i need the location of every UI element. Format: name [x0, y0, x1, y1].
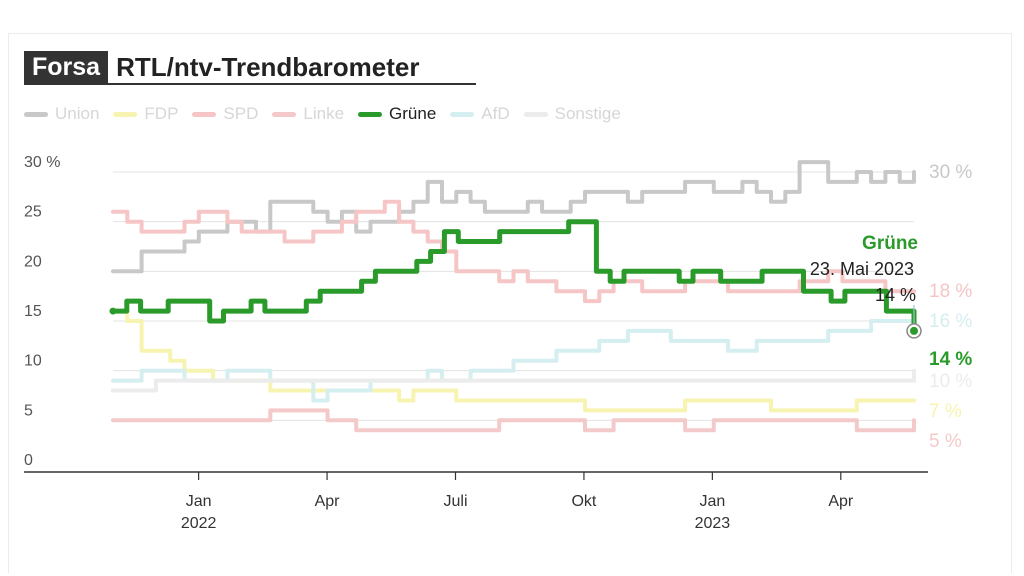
legend-item-spd[interactable]: SPD — [192, 104, 258, 124]
x-year-label: 2023 — [695, 515, 731, 532]
series-line-fdp — [111, 309, 916, 413]
focus-series-name: Grüne — [862, 233, 918, 254]
focus-marker-dot — [910, 326, 918, 335]
brand-label: Forsa — [24, 51, 109, 83]
end-value-label: 10 % — [929, 371, 972, 392]
legend-swatch — [272, 111, 297, 117]
end-value-label: 16 % — [929, 311, 972, 332]
legend-label: SPD — [223, 104, 259, 123]
legend-item-union[interactable]: Union — [24, 104, 99, 124]
focus-value: 14 % — [875, 285, 916, 305]
series-line-grne — [110, 219, 917, 334]
end-value-label: 14 % — [929, 349, 972, 370]
y-tick-label: 25 — [24, 204, 42, 221]
x-tick-label: Jan — [699, 493, 725, 510]
legend-label: Union — [55, 104, 100, 123]
series-start-dot — [109, 307, 117, 315]
page-title: RTL/ntv-Trendbarometer — [116, 51, 420, 82]
legend-swatch — [450, 111, 475, 117]
legend-swatch — [24, 111, 48, 117]
y-tick-label: 5 — [24, 402, 33, 419]
x-tick-label: Okt — [571, 493, 596, 510]
legend-swatch — [523, 111, 548, 117]
end-value-label: 30 % — [929, 162, 972, 183]
y-tick-label: 30 % — [24, 154, 60, 171]
series-line-linke — [111, 408, 916, 433]
x-year-label: 2022 — [181, 515, 217, 532]
legend-item-afd[interactable]: AfD — [450, 104, 510, 124]
chart-frame — [8, 33, 1012, 573]
legend-item-fdp[interactable]: FDP — [113, 104, 178, 124]
y-tick-label: 20 — [24, 253, 42, 270]
x-tick-label: Juli — [443, 493, 467, 510]
series-line-spd — [111, 199, 916, 304]
series-line-union — [111, 160, 916, 274]
series-line-sonstige — [111, 368, 916, 393]
end-value-label: 5 % — [929, 431, 962, 452]
focus-date: 23. Mai 2023 — [810, 259, 914, 279]
title-underline — [24, 83, 476, 85]
chart-header: Forsa RTL/ntv-Trendbarometer — [24, 50, 435, 84]
series-line-afd — [111, 309, 916, 403]
legend-label: FDP — [144, 104, 179, 123]
legend-item-sonstige[interactable]: Sonstige — [523, 104, 621, 124]
y-tick-label: 15 — [24, 303, 42, 320]
y-tick-label: 10 — [24, 353, 42, 370]
x-tick-label: Jan — [186, 493, 212, 510]
chart-legend: Union FDP SPD Linke Grüne AfD Sonstige — [24, 102, 635, 126]
legend-label: Linke — [303, 104, 345, 123]
legend-item-linke[interactable]: Linke — [272, 104, 344, 124]
legend-label: Grüne — [389, 104, 437, 123]
end-value-label: 18 % — [929, 281, 972, 302]
legend-swatch — [192, 111, 217, 117]
legend-label: AfD — [481, 104, 510, 123]
y-tick-label: 0 — [24, 452, 33, 469]
end-value-label: 7 % — [929, 401, 962, 422]
x-tick-label: Apr — [828, 493, 854, 510]
legend-swatch — [113, 111, 138, 117]
legend-swatch — [358, 111, 383, 117]
legend-item-grne[interactable]: Grüne — [358, 104, 436, 124]
x-tick-label: Apr — [315, 493, 341, 510]
legend-label: Sonstige — [554, 104, 621, 123]
